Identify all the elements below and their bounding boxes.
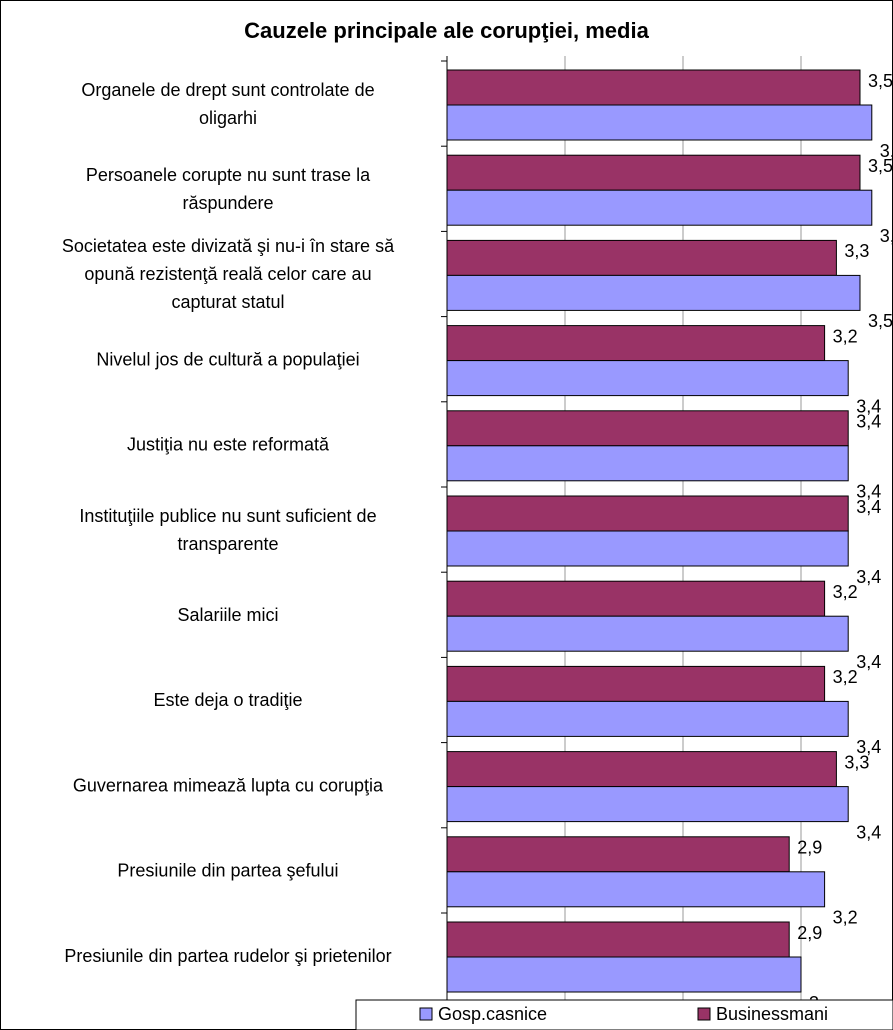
category-label: Societatea este divizată şi nu-i în star… bbox=[62, 236, 395, 256]
data-label: 3,5 bbox=[868, 311, 893, 331]
category-label: Nivelul jos de cultură a populaţiei bbox=[96, 349, 359, 369]
bar-gosp-casnice bbox=[446, 700, 849, 737]
bar-gosp-casnice bbox=[446, 445, 849, 482]
data-label: 3,6 bbox=[880, 141, 893, 161]
bar-gosp-casnice bbox=[446, 530, 849, 567]
data-label: 3,4 bbox=[856, 652, 881, 672]
category-label: Presiunile din partea şefului bbox=[117, 861, 338, 881]
bar-businessmani bbox=[446, 154, 861, 191]
legend-swatch bbox=[697, 1007, 711, 1021]
category-label: Presiunile din partea rudelor şi prieten… bbox=[64, 946, 391, 966]
category-label: Instituţiile publice nu sunt suficient d… bbox=[79, 506, 376, 526]
bar-businessmani bbox=[446, 495, 849, 532]
category-labels: Organele de drept sunt controlate de olig… bbox=[62, 80, 395, 966]
data-label: 3,2 bbox=[833, 582, 858, 602]
category-label: Este deja o tradiţie bbox=[153, 690, 302, 710]
data-label: 3,4 bbox=[856, 482, 881, 502]
bar-gosp-casnice bbox=[446, 189, 873, 226]
bar-businessmani bbox=[446, 665, 826, 702]
bar-gosp-casnice bbox=[446, 871, 826, 908]
data-label: 3,3 bbox=[844, 241, 869, 261]
category-label: Justiţia nu este reformată bbox=[127, 435, 330, 455]
category-label: capturat statul bbox=[171, 292, 284, 312]
data-label: 3,2 bbox=[833, 326, 858, 346]
bar-businessmani bbox=[446, 580, 826, 617]
data-label: 3,2 bbox=[833, 667, 858, 687]
data-label: 3,5 bbox=[868, 156, 893, 176]
category-label: Guvernarea mimează lupta cu corupţia bbox=[73, 775, 384, 795]
data-labels: 3,53,63,53,63,33,53,23,43,43,43,43,43,23… bbox=[797, 71, 893, 1013]
category-label: Persoanele corupte nu sunt trase la bbox=[86, 165, 371, 185]
bar-gosp-casnice bbox=[446, 360, 849, 397]
category-label: Organele de drept sunt controlate de bbox=[81, 80, 374, 100]
data-label: 3,2 bbox=[833, 908, 858, 928]
legend-box bbox=[355, 999, 893, 1030]
bar-gosp-casnice bbox=[446, 274, 861, 311]
category-label: Salariile mici bbox=[177, 605, 278, 625]
data-label: 3,6 bbox=[880, 226, 893, 246]
category-label: opună rezistenţă reală celor care au bbox=[84, 264, 371, 284]
data-label: 2,9 bbox=[797, 923, 822, 943]
data-label: 3,5 bbox=[868, 71, 893, 91]
legend-label: Businessmani bbox=[716, 1004, 828, 1024]
bar-gosp-casnice bbox=[446, 786, 849, 823]
bar-businessmani bbox=[446, 410, 849, 447]
data-label: 3,4 bbox=[856, 567, 881, 587]
data-label: 2,9 bbox=[797, 838, 822, 858]
bar-businessmani bbox=[446, 69, 861, 106]
data-label: 3,4 bbox=[856, 412, 881, 432]
category-label: oligarhi bbox=[199, 108, 257, 128]
data-label: 3,3 bbox=[844, 752, 869, 772]
bar-gosp-casnice bbox=[446, 104, 873, 141]
legend-label: Gosp.casnice bbox=[438, 1004, 547, 1024]
bar-businessmani bbox=[446, 325, 826, 362]
bars bbox=[446, 69, 873, 993]
chart-title: Cauzele principale ale corupţiei, media bbox=[244, 18, 649, 43]
data-label: 3,4 bbox=[856, 497, 881, 517]
bar-businessmani bbox=[446, 836, 790, 873]
bar-businessmani bbox=[446, 921, 790, 958]
data-label: 3,4 bbox=[856, 822, 881, 842]
category-label: transparente bbox=[177, 534, 278, 554]
bar-businessmani bbox=[446, 239, 837, 276]
data-label: 3,4 bbox=[856, 737, 881, 757]
category-label: răspundere bbox=[182, 193, 273, 213]
data-label: 3,4 bbox=[856, 396, 881, 416]
bar-gosp-casnice bbox=[446, 956, 802, 993]
bar-gosp-casnice bbox=[446, 615, 849, 652]
bar-businessmani bbox=[446, 751, 837, 788]
legend-swatch bbox=[419, 1007, 433, 1021]
legend: Gosp.casnice Businessmani bbox=[355, 999, 893, 1030]
